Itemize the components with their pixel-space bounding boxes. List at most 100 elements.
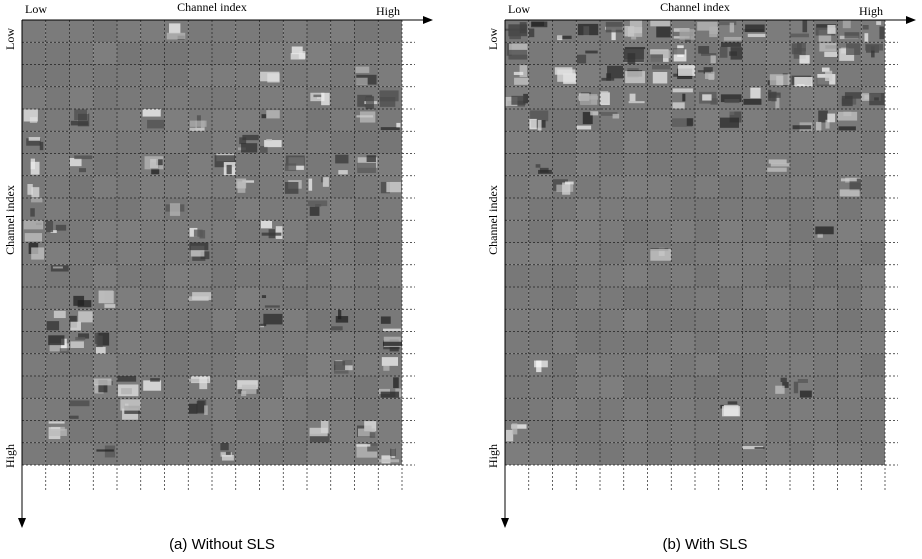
activation-patch xyxy=(840,178,857,182)
activation-patch xyxy=(816,77,830,87)
activation-patch xyxy=(70,341,84,349)
feature-cell xyxy=(45,442,70,465)
feature-cell xyxy=(813,86,838,109)
feature-cell xyxy=(45,153,70,176)
activation-patch xyxy=(720,94,742,103)
feature-cell xyxy=(790,20,814,43)
feature-cell xyxy=(576,220,600,243)
feature-cell xyxy=(330,109,355,132)
feature-cell xyxy=(330,86,355,109)
feature-cell xyxy=(164,420,189,443)
feature-cell xyxy=(69,220,94,243)
feature-cell xyxy=(837,220,862,243)
activation-patch xyxy=(719,117,739,128)
caption: (a) Without SLS xyxy=(169,536,275,553)
feature-cell xyxy=(623,287,648,310)
activation-patch xyxy=(825,70,833,82)
feature-cell xyxy=(283,131,307,154)
activation-patch xyxy=(380,391,399,398)
activation-patch xyxy=(379,90,399,102)
feature-cell xyxy=(576,309,600,332)
feature-cell xyxy=(623,264,648,287)
feature-cell xyxy=(837,153,862,176)
activation-patch xyxy=(627,53,636,65)
feature-cell xyxy=(354,175,379,198)
activation-patch xyxy=(188,403,198,414)
feature-cell xyxy=(140,242,165,265)
activation-patch xyxy=(729,22,735,33)
feature-cell xyxy=(600,175,624,198)
activation-patch xyxy=(242,134,259,141)
feature-cell xyxy=(45,64,70,87)
feature-cell xyxy=(766,309,790,332)
feature-cell xyxy=(235,309,260,332)
feature-cell xyxy=(766,20,790,43)
feature-cell xyxy=(718,64,743,87)
feature-cell xyxy=(552,86,577,109)
feature-cell xyxy=(742,376,767,399)
activation-patch xyxy=(241,384,257,394)
feature-cell xyxy=(695,242,719,265)
activation-patch xyxy=(536,360,542,373)
feature-cell xyxy=(164,220,189,243)
feature-cell xyxy=(623,331,648,354)
activation-patch xyxy=(199,376,208,390)
activation-patch xyxy=(750,87,761,99)
activation-patch xyxy=(650,20,670,27)
activation-patch xyxy=(291,46,303,55)
feature-cell xyxy=(505,131,529,154)
feature-cell xyxy=(623,86,648,109)
activation-patch xyxy=(629,20,643,34)
feature-cell xyxy=(212,64,236,87)
activation-patch xyxy=(686,118,694,126)
feature-cell xyxy=(354,353,379,376)
feature-cell xyxy=(718,198,743,221)
feature-cell xyxy=(528,131,553,154)
feature-cell xyxy=(117,442,141,465)
activation-patch xyxy=(825,119,830,129)
feature-cell xyxy=(861,398,885,421)
feature-cell xyxy=(718,331,743,354)
feature-cell xyxy=(647,264,672,287)
feature-cell xyxy=(235,331,260,354)
feature-cell xyxy=(22,442,46,465)
feature-cell xyxy=(766,420,790,443)
activation-patch xyxy=(821,67,830,72)
feature-cell xyxy=(354,264,379,287)
activation-patch xyxy=(46,220,54,233)
activation-patch xyxy=(334,361,346,371)
activation-patch xyxy=(605,21,623,33)
feature-cell xyxy=(505,442,529,465)
feature-cell xyxy=(671,153,695,176)
feature-cell xyxy=(212,42,236,65)
feature-cell xyxy=(695,420,719,443)
feature-cell xyxy=(212,353,236,376)
activation-patch xyxy=(104,290,115,304)
activation-patch xyxy=(284,163,297,171)
feature-cell xyxy=(354,398,379,421)
activation-patch xyxy=(672,88,693,93)
feature-cell xyxy=(766,287,790,310)
feature-cell xyxy=(330,287,355,310)
activation-patch xyxy=(775,385,785,394)
feature-cell xyxy=(576,376,600,399)
feature-cell xyxy=(623,309,648,332)
feature-cell xyxy=(330,264,355,287)
feature-cell xyxy=(695,376,719,399)
feature-cell xyxy=(742,353,767,376)
feature-cell xyxy=(45,353,70,376)
feature-cell xyxy=(742,242,767,265)
feature-cell xyxy=(188,420,212,443)
activation-patch xyxy=(671,118,693,127)
activation-patch xyxy=(31,247,45,260)
feature-cell xyxy=(188,175,212,198)
feature-cell xyxy=(188,264,212,287)
activation-patch xyxy=(189,227,198,237)
feature-cell xyxy=(766,398,790,421)
feature-cell xyxy=(93,264,117,287)
feature-cell xyxy=(330,376,355,399)
activation-patch xyxy=(189,120,207,127)
feature-cell xyxy=(22,20,46,43)
feature-cell xyxy=(22,264,46,287)
feature-cell xyxy=(861,309,885,332)
